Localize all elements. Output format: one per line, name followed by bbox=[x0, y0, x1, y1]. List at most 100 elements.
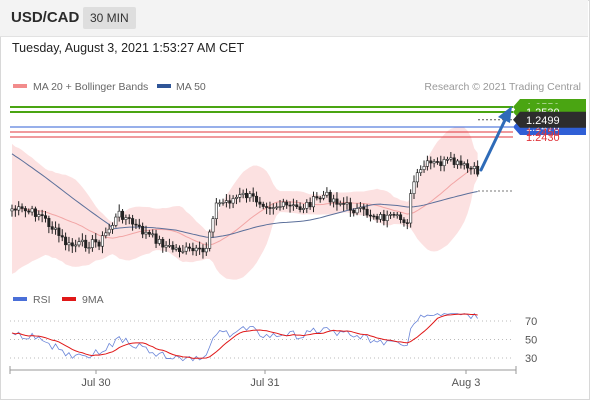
candle-body bbox=[13, 208, 17, 211]
candle-body bbox=[368, 214, 372, 217]
time-tick-label: Jul 30 bbox=[81, 377, 110, 389]
candle-body bbox=[432, 161, 436, 164]
candle-body bbox=[224, 200, 228, 203]
candle-body bbox=[30, 208, 34, 213]
candle-body bbox=[308, 202, 312, 208]
candle-body bbox=[137, 224, 141, 227]
candle-body bbox=[111, 225, 115, 230]
candle-body bbox=[466, 163, 470, 169]
bollinger-legend-label: MA 20 + Bollinger Bands bbox=[33, 81, 148, 93]
candle-body bbox=[399, 214, 403, 220]
candle-body bbox=[211, 218, 215, 233]
candle-body bbox=[100, 235, 104, 247]
candle-body bbox=[409, 193, 413, 224]
timestamp: Tuesday, August 3, 2021 1:53:27 AM CET bbox=[12, 41, 245, 55]
candle-body bbox=[265, 206, 269, 208]
candle-body bbox=[285, 201, 289, 206]
candle-body bbox=[127, 217, 131, 219]
rsi-level-label-50: 50 bbox=[525, 335, 537, 347]
candle-body bbox=[245, 192, 249, 199]
candle-body bbox=[358, 206, 362, 209]
candle-body bbox=[10, 208, 14, 212]
candle-body bbox=[345, 202, 349, 205]
up-arrow-icon bbox=[479, 106, 512, 172]
candle-body bbox=[188, 246, 192, 249]
candle-body bbox=[141, 225, 145, 235]
ma9-legend-label: 9MA bbox=[82, 294, 104, 306]
candle-body bbox=[43, 215, 47, 219]
candle-body bbox=[167, 244, 171, 247]
ma50-legend-swatch bbox=[157, 84, 171, 88]
candle-body bbox=[114, 216, 118, 226]
candle-body bbox=[425, 160, 429, 167]
candle-body bbox=[40, 214, 44, 216]
candle-body bbox=[33, 208, 37, 217]
candle-body bbox=[221, 201, 225, 204]
candle-body bbox=[348, 202, 352, 211]
current-price-tag-shape bbox=[513, 111, 586, 128]
rsi-legend-swatch bbox=[13, 297, 27, 301]
candle-body bbox=[335, 198, 339, 205]
candle-body bbox=[194, 247, 198, 252]
copyright-text: Research © 2021 Trading Central bbox=[424, 81, 581, 93]
candle-body bbox=[17, 206, 21, 211]
ma20-line bbox=[11, 165, 478, 246]
candle-body bbox=[375, 216, 379, 220]
candle-body bbox=[439, 161, 443, 167]
candle-body bbox=[288, 204, 292, 207]
candle-body bbox=[476, 165, 480, 175]
level-label-1.2430: 1.2430 bbox=[526, 132, 560, 144]
candle-body bbox=[301, 208, 305, 210]
candle-body bbox=[372, 215, 376, 218]
ma9-legend-swatch bbox=[62, 297, 76, 301]
candle-body bbox=[315, 196, 319, 199]
candle-body bbox=[90, 239, 94, 248]
bollinger-band-fill bbox=[12, 126, 478, 280]
candle-body bbox=[154, 233, 158, 244]
candle-body bbox=[382, 214, 386, 221]
timeframe-badge[interactable]: 30 MIN bbox=[83, 7, 136, 29]
candle-body bbox=[97, 241, 101, 247]
candle-body bbox=[258, 201, 262, 205]
ma50-legend-label: MA 50 bbox=[176, 81, 206, 93]
bollinger-legend-swatch bbox=[13, 84, 27, 88]
candle-body bbox=[355, 208, 359, 214]
candle-body bbox=[449, 157, 453, 160]
candle-body bbox=[184, 246, 188, 252]
candle-body bbox=[261, 203, 265, 207]
candle-body bbox=[281, 201, 285, 207]
candle-body bbox=[452, 157, 456, 165]
candlesticks bbox=[10, 152, 480, 259]
candle-body bbox=[311, 196, 315, 208]
rsi-ma9-line bbox=[11, 313, 478, 359]
candle-body bbox=[191, 248, 195, 252]
candle-body bbox=[238, 194, 242, 198]
candle-body bbox=[151, 233, 155, 236]
candle-body bbox=[271, 207, 275, 209]
candle-body bbox=[248, 193, 252, 199]
candle-body bbox=[57, 227, 61, 236]
candle-body bbox=[298, 206, 302, 210]
candle-body bbox=[332, 198, 336, 203]
time-tick-label: Aug 3 bbox=[452, 377, 481, 389]
header-bar: USD/CAD 30 MIN bbox=[0, 0, 588, 37]
candle-body bbox=[234, 197, 238, 199]
rsi-level-label-30: 30 bbox=[525, 353, 537, 365]
candle-body bbox=[131, 218, 135, 225]
candle-body bbox=[378, 214, 382, 220]
candle-body bbox=[134, 223, 138, 226]
candle-body bbox=[362, 206, 366, 210]
candle-body bbox=[74, 244, 78, 247]
candle-body bbox=[23, 208, 27, 212]
candle-body bbox=[435, 161, 439, 163]
candle-body bbox=[251, 193, 255, 197]
current-price-label: 1.2499 bbox=[526, 115, 560, 127]
time-tick-label: Jul 31 bbox=[250, 377, 279, 389]
candle-body bbox=[54, 227, 58, 230]
candle-body bbox=[365, 208, 369, 216]
candle-body bbox=[469, 167, 473, 170]
ma50-line bbox=[11, 153, 478, 238]
candle-body bbox=[161, 238, 165, 248]
